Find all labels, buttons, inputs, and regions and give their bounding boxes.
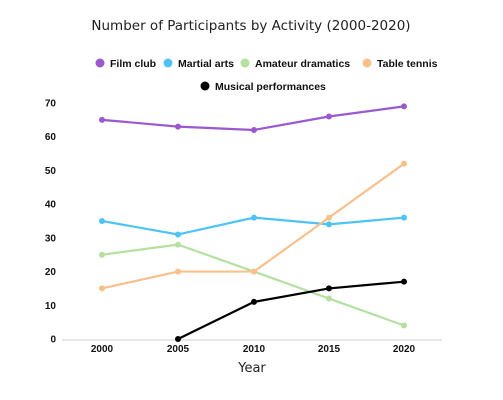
x-tick-label: 2005 <box>167 344 190 355</box>
data-point <box>401 214 407 221</box>
data-point <box>99 218 105 224</box>
data-point <box>99 116 105 123</box>
y-axis-ticks: 0 10 20 30 40 50 60 70 <box>45 99 57 346</box>
legend-label: Film club <box>110 58 156 70</box>
legend-item: Table tennis <box>362 58 438 70</box>
legend-label: Amateur dramatics <box>255 58 350 70</box>
legend-marker <box>200 81 210 91</box>
chart-title: Number of Participants by Activity (2000… <box>91 18 410 34</box>
data-point <box>251 268 257 275</box>
data-point <box>99 285 105 292</box>
data-point <box>326 221 332 228</box>
data-point <box>326 113 332 120</box>
data-point <box>401 103 407 110</box>
series-table-tennis <box>99 160 407 292</box>
series-martial-arts <box>99 214 407 238</box>
x-tick-label: 2015 <box>318 344 341 355</box>
data-point <box>326 295 332 302</box>
data-point <box>175 231 181 238</box>
data-point <box>326 214 332 221</box>
legend-item: Amateur dramatics <box>240 58 350 70</box>
data-point <box>401 322 407 329</box>
data-point <box>175 336 181 342</box>
x-tick-label: 2010 <box>243 344 266 355</box>
y-tick-label: 60 <box>45 132 57 143</box>
legend-item: Martial arts <box>163 58 234 70</box>
series-group <box>99 103 407 342</box>
x-tick-label: 2020 <box>393 344 416 355</box>
legend-marker <box>95 58 105 68</box>
y-tick-label: 40 <box>45 200 57 211</box>
y-tick-label: 50 <box>45 166 57 177</box>
series-film-club <box>99 103 407 133</box>
legend: Film club Martial arts Amateur dramatics Ta… <box>95 58 438 93</box>
y-tick-label: 70 <box>45 99 57 110</box>
legend-marker <box>240 58 250 68</box>
data-point <box>251 126 257 133</box>
legend-label: Martial arts <box>178 58 234 70</box>
data-point <box>326 285 332 292</box>
data-point <box>175 241 181 248</box>
x-tick-label: 2000 <box>91 344 114 355</box>
legend-marker <box>163 58 173 68</box>
data-point <box>251 298 257 305</box>
y-tick-label: 20 <box>45 267 57 278</box>
data-point <box>175 268 181 275</box>
legend-marker <box>362 58 372 68</box>
legend-label: Table tennis <box>377 58 438 70</box>
data-point <box>401 278 407 285</box>
series-line <box>100 105 406 132</box>
legend-item: Musical performances <box>200 81 326 93</box>
series-musical-performances <box>175 278 407 342</box>
data-point <box>251 214 257 221</box>
data-point <box>175 123 181 130</box>
data-point <box>401 160 407 167</box>
y-tick-label: 30 <box>45 233 57 244</box>
y-tick-label: 0 <box>50 335 56 346</box>
x-axis-label: Year <box>237 361 266 376</box>
legend-item: Film club <box>95 58 156 70</box>
y-tick-label: 10 <box>45 301 57 312</box>
legend-label: Musical performances <box>215 81 326 93</box>
data-point <box>99 251 105 258</box>
series-line <box>176 280 406 341</box>
x-axis-ticks: 2000 2005 2010 2015 2020 <box>91 344 416 355</box>
